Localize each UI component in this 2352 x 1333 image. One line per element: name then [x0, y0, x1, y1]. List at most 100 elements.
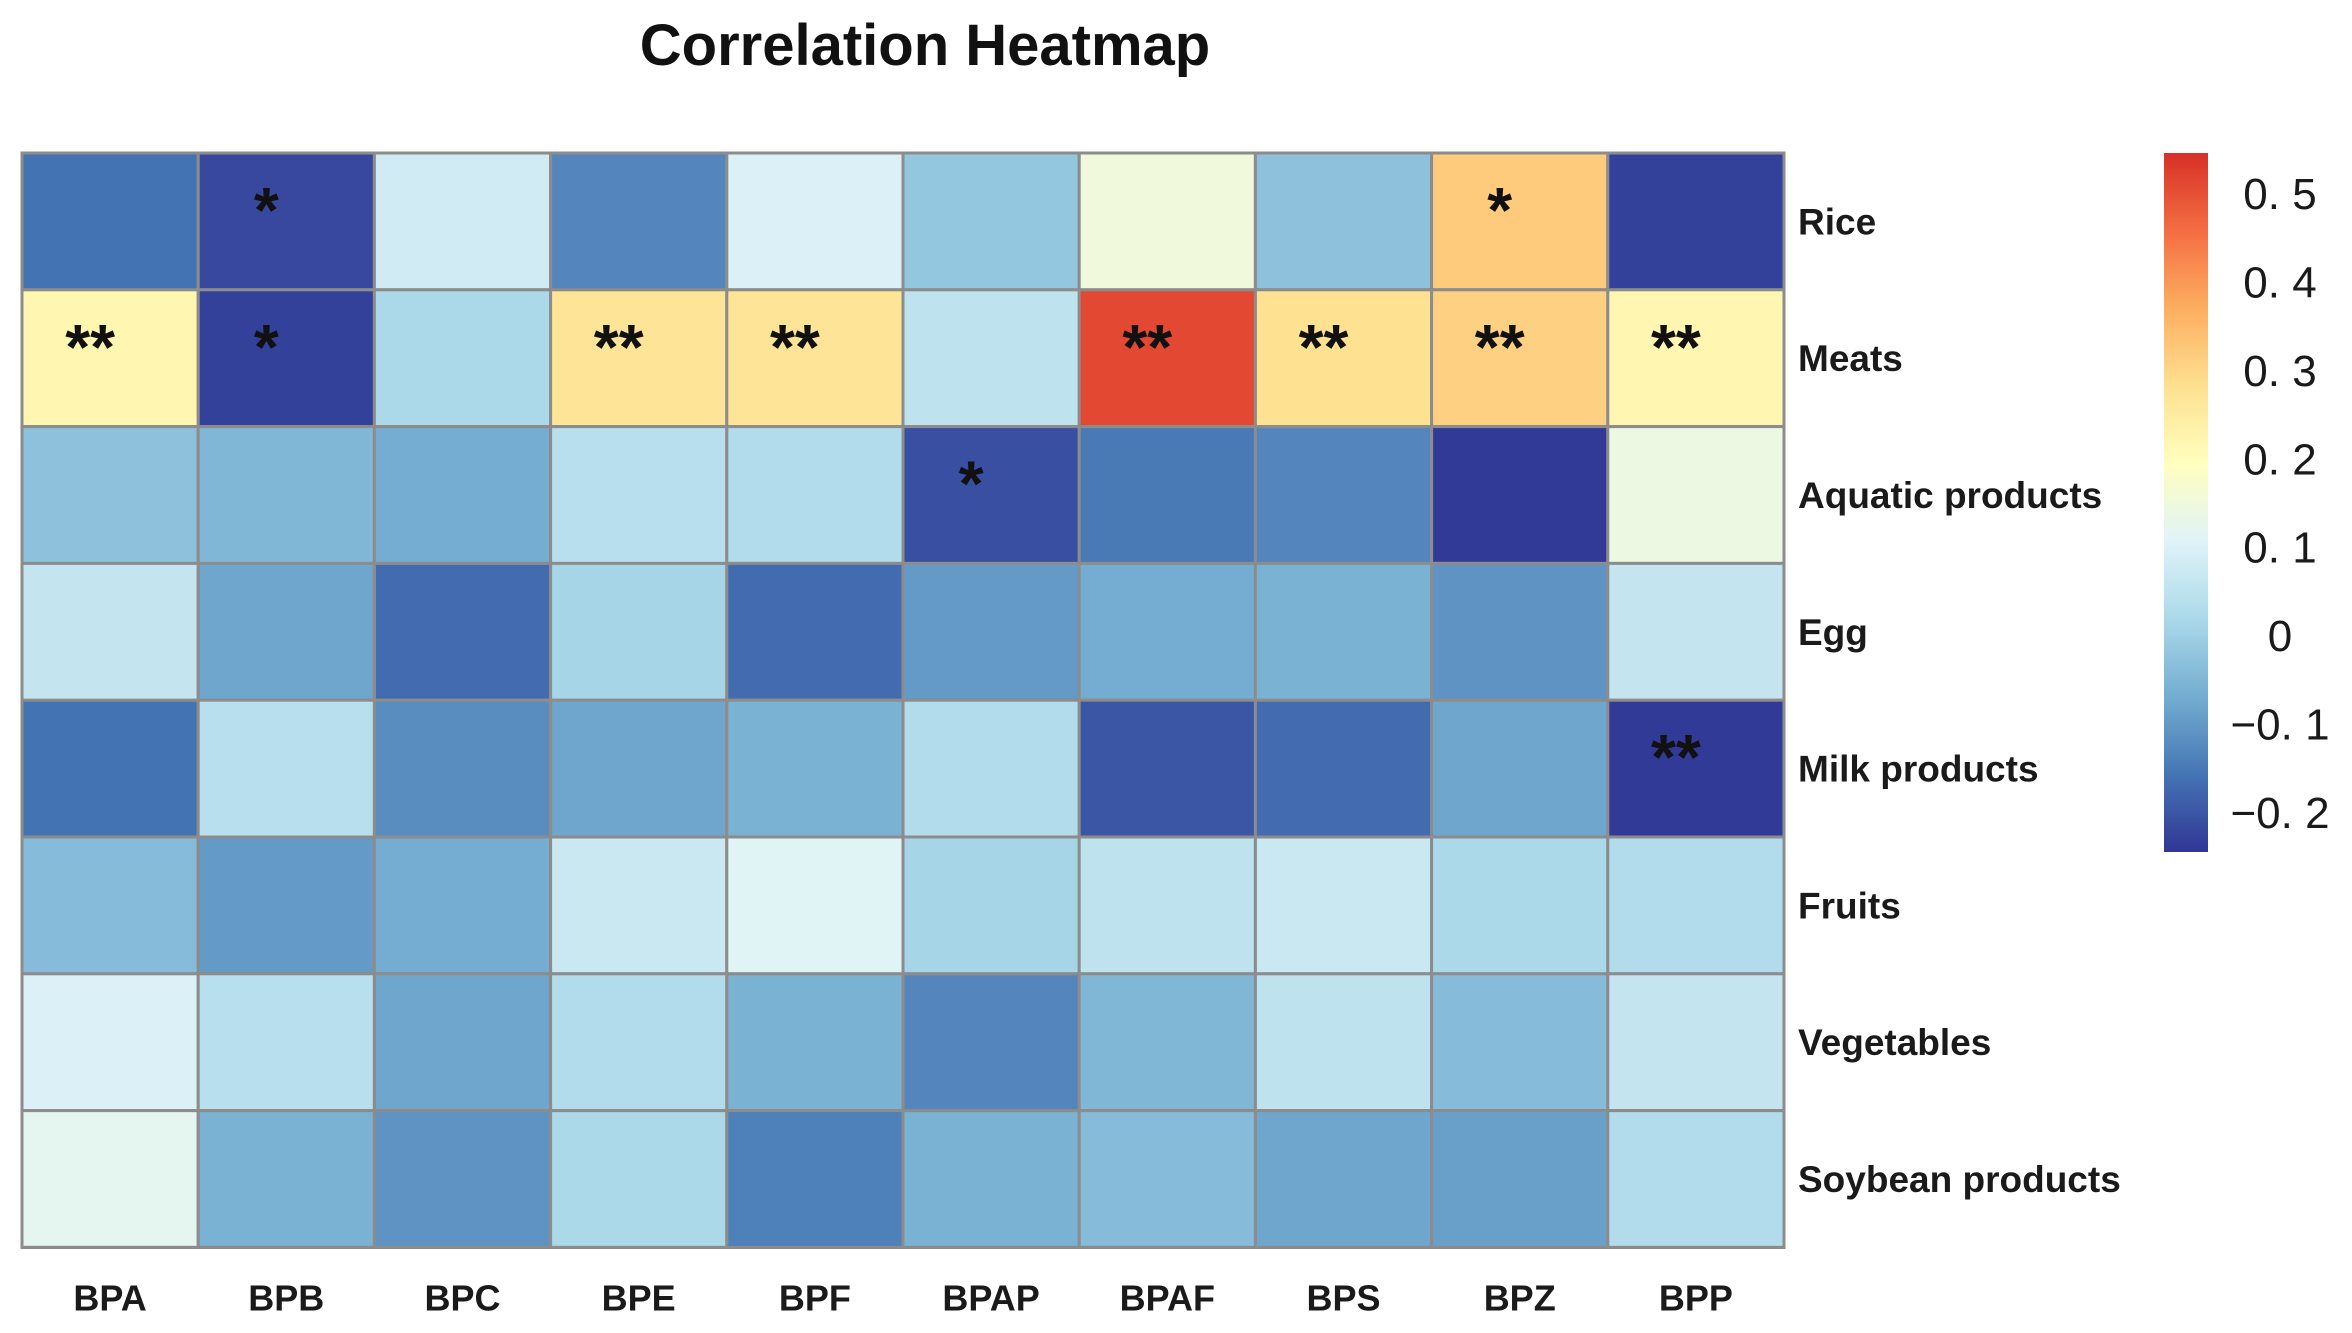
significance-marker-rice-bpz: * [1487, 174, 1512, 246]
heatmap-cell-egg-bpp [1606, 561, 1786, 702]
heatmap-cell-egg-bpe [549, 561, 729, 702]
column-label-bpc: BPC [424, 1277, 500, 1318]
heatmap-cell-rice-bpp [1606, 151, 1786, 292]
heatmap-cell-egg-bpc [372, 561, 553, 702]
heatmap-cell-milk-products-bpa [20, 698, 200, 839]
heatmap-cell-fruits-bpf [725, 835, 905, 976]
heatmap-cell-egg-bpb [196, 561, 376, 702]
heatmap-cell-milk-products-bpc [372, 698, 553, 839]
heatmap-cell-vegetables-bpf [725, 972, 905, 1113]
heatmap-cell-vegetables-bpa [20, 972, 200, 1113]
colorbar-tick-label: 0. 3 [2243, 347, 2316, 396]
heatmap-cell-meats-bpp [1606, 288, 1786, 429]
heatmap-cell-soybean-products-bps [1253, 1109, 1434, 1249]
significance-marker-meats-bpa: ** [65, 311, 115, 383]
significance-markers: * *** * ** ** ** ** ** ***** [65, 174, 1701, 793]
heatmap-cell-milk-products-bpap [901, 698, 1081, 839]
row-label-fruits: Fruits [1798, 885, 1901, 926]
colorbar-tick-label: 0. 4 [2243, 258, 2316, 307]
heatmap-cell-meats-bpap [901, 288, 1081, 429]
heatmap-cell-rice-bpap [901, 151, 1081, 292]
heatmap-cell-milk-products-bpp [1606, 698, 1786, 839]
colorbar-tick-label: 0. 5 [2243, 170, 2316, 219]
heatmap-cell-egg-bpa [20, 561, 200, 702]
heatmap-cell-egg-bps [1253, 561, 1434, 702]
column-label-bps: BPS [1306, 1277, 1380, 1318]
heatmap-cell-vegetables-bpz [1430, 972, 1610, 1113]
heatmap-cell-rice-bpz [1430, 151, 1610, 292]
heatmap-cell-fruits-bps [1253, 835, 1434, 976]
heatmap-cell-soybean-products-bpf [725, 1109, 905, 1249]
row-label-rice: Rice [1798, 201, 1876, 242]
significance-marker-rice-bpb: * [254, 174, 279, 246]
heatmap-cell-fruits-bpaf [1077, 835, 1257, 976]
significance-marker-meats-bpe: ** [594, 311, 644, 383]
heatmap-cell-meats-bps [1253, 288, 1434, 429]
heatmap-cell-rice-bpb [196, 151, 376, 292]
significance-marker-meats-bpf: ** [770, 311, 820, 383]
significance-marker-aquatic-products-bpap: * [959, 448, 984, 520]
heatmap-cell-rice-bpaf [1077, 151, 1257, 292]
heatmap-cell-meats-bpc [372, 288, 553, 429]
colorbar-gradient [2164, 153, 2208, 852]
heatmap-cell-meats-bpe [549, 288, 729, 429]
heatmap-cell-fruits-bpz [1430, 835, 1610, 976]
heatmap-cell-milk-products-bpb [196, 698, 376, 839]
colorbar: 0. 5 0. 4 0. 3 0. 2 0. 1 0 −0. 1 −0. 2 [2164, 153, 2330, 852]
heatmap-cell-vegetables-bpb [196, 972, 376, 1113]
heatmap-cells [20, 151, 1786, 1249]
heatmap-cell-soybean-products-bpaf [1077, 1109, 1257, 1249]
row-label-aquatic-products: Aquatic products [1798, 475, 2102, 516]
heatmap-cell-soybean-products-bpa [20, 1109, 200, 1249]
heatmap-cell-soybean-products-bpp [1606, 1109, 1786, 1249]
column-label-bpa: BPA [73, 1277, 146, 1318]
colorbar-tick-label: −0. 1 [2230, 701, 2329, 750]
row-labels: Rice Meats Aquatic products Egg Milk product… [1798, 201, 2121, 1200]
column-label-bpz: BPZ [1484, 1277, 1556, 1318]
column-label-bpb: BPB [248, 1277, 324, 1318]
column-label-bpf: BPF [779, 1277, 851, 1318]
significance-marker-milk-products-bpp: ** [1651, 721, 1701, 793]
heatmap-cell-milk-products-bpz [1430, 698, 1610, 839]
heatmap-cell-soybean-products-bpe [549, 1109, 729, 1249]
heatmap-cell-meats-bpaf [1077, 288, 1257, 429]
colorbar-tick-label: 0. 2 [2243, 435, 2316, 484]
heatmap-cell-aquatic-products-bpp [1606, 425, 1786, 565]
heatmap-border [20, 151, 1786, 1249]
significance-marker-meats-bpb: * [254, 311, 279, 383]
heatmap-cell-aquatic-products-bpap [901, 425, 1081, 565]
heatmap-cell-meats-bpb [196, 288, 376, 429]
heatmap-cell-vegetables-bpc [372, 972, 553, 1113]
row-label-milk-products: Milk products [1798, 749, 2039, 790]
heatmap-cell-rice-bpa [20, 151, 200, 292]
heatmap-cell-rice-bpe [549, 151, 729, 292]
heatmap-cell-vegetables-bpap [901, 972, 1081, 1113]
heatmap-cell-vegetables-bpp [1606, 972, 1786, 1113]
colorbar-ticks: 0. 5 0. 4 0. 3 0. 2 0. 1 0 −0. 1 −0. 2 [2230, 170, 2329, 838]
heatmap-cell-aquatic-products-bpc [372, 425, 553, 565]
row-label-vegetables: Vegetables [1798, 1022, 1991, 1063]
heatmap-cell-vegetables-bps [1253, 972, 1434, 1113]
row-label-soybean-products: Soybean products [1798, 1159, 2121, 1200]
heatmap-cell-fruits-bpe [549, 835, 729, 976]
column-label-bpaf: BPAF [1120, 1277, 1215, 1318]
heatmap-cell-rice-bps [1253, 151, 1434, 292]
significance-marker-meats-bps: ** [1299, 311, 1349, 383]
significance-marker-meats-bpz: ** [1475, 311, 1525, 383]
heatmap-cell-meats-bpz [1430, 288, 1610, 429]
heatmap-cell-egg-bpaf [1077, 561, 1257, 702]
heatmap-cell-aquatic-products-bpe [549, 425, 729, 565]
heatmap-cell-aquatic-products-bps [1253, 425, 1434, 565]
row-label-meats: Meats [1798, 338, 1903, 379]
heatmap-cell-vegetables-bpaf [1077, 972, 1257, 1113]
column-labels: BPA BPB BPC BPE BPF BPAP BPAF BPS BPZ BPP [73, 1277, 1732, 1318]
heatmap-cell-milk-products-bpf [725, 698, 905, 839]
heatmap-cell-milk-products-bpaf [1077, 698, 1257, 839]
heatmap-cell-fruits-bpap [901, 835, 1081, 976]
significance-marker-meats-bpp: ** [1651, 311, 1701, 383]
row-label-egg: Egg [1798, 612, 1868, 653]
heatmap-cell-fruits-bpa [20, 835, 200, 976]
chart-title: Correlation Heatmap [640, 13, 1210, 78]
column-label-bpe: BPE [602, 1277, 676, 1318]
